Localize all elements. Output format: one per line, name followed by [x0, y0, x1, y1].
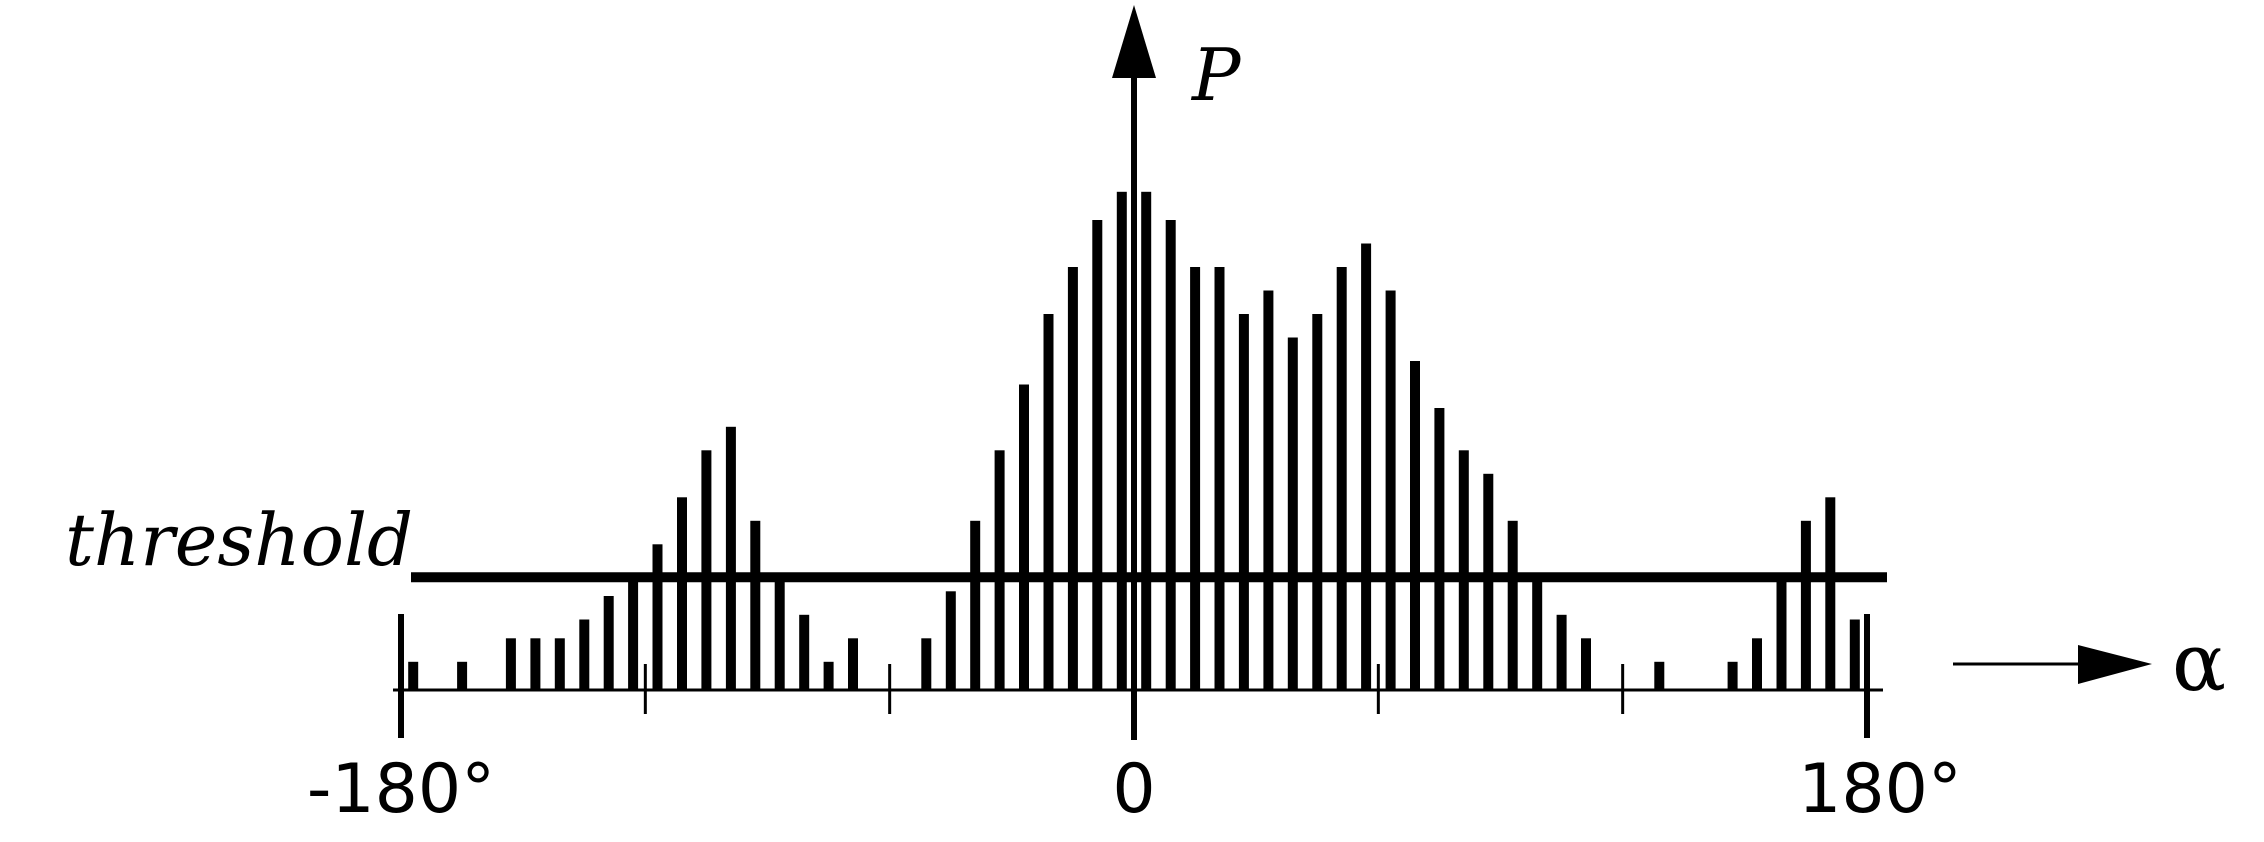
x-tick-label-min: -180°: [307, 750, 495, 829]
histogram-bar: [1190, 267, 1201, 690]
histogram-bar: [970, 520, 981, 690]
histogram-bar: [1165, 220, 1176, 690]
histogram-bar: [1849, 619, 1860, 690]
histogram-bar: [408, 661, 419, 690]
histogram-bar: [1312, 314, 1323, 690]
histogram-bar: [750, 520, 761, 690]
histogram-bar: [505, 638, 516, 690]
histogram-bar: [1092, 220, 1103, 690]
histogram-bar: [1385, 290, 1396, 690]
histogram-bar: [554, 638, 565, 690]
x-tick-label-zero: 0: [1112, 750, 1155, 829]
histogram-bar: [579, 619, 590, 690]
threshold-label: threshold: [65, 498, 413, 582]
histogram-bar: [603, 596, 614, 690]
histogram-bar: [1043, 314, 1054, 690]
y-axis-arrowhead: [1112, 5, 1156, 78]
histogram-bar: [945, 591, 956, 690]
histogram-bar: [799, 614, 810, 690]
histogram-bar: [1507, 520, 1518, 690]
histogram-bar: [530, 638, 541, 690]
histogram-bar: [1019, 384, 1029, 690]
histogram-bar: [1116, 191, 1127, 691]
histogram-bar: [1654, 661, 1665, 690]
histogram-bar: [1238, 314, 1249, 690]
x-tick-label-max: 180°: [1798, 750, 1962, 829]
histogram-bar: [1287, 337, 1298, 690]
histogram-bar: [1067, 267, 1078, 690]
histogram-bar: [994, 450, 1005, 690]
histogram-bar: [1263, 290, 1274, 690]
histogram-bar: [1410, 361, 1420, 690]
histogram-bar: [628, 577, 639, 690]
histogram-bar: [1361, 243, 1372, 690]
histogram-bar: [1556, 614, 1567, 690]
histogram-bar: [457, 661, 468, 690]
histogram-bar: [1800, 520, 1811, 690]
histogram-bar: [921, 638, 932, 690]
x-axis-arrowhead: [2078, 645, 2152, 684]
histogram-bar: [1532, 577, 1543, 690]
histogram-bar: [725, 426, 736, 690]
histogram-bar: [774, 577, 785, 690]
histogram-bar: [823, 661, 834, 690]
histogram-bar: [1581, 638, 1591, 690]
minor-ticks-layer: [643, 664, 1625, 714]
histogram-bar: [701, 450, 712, 690]
histogram-bar: [1141, 191, 1152, 691]
histogram-bar: [677, 497, 687, 690]
histogram-bar: [1727, 661, 1738, 690]
histogram-bar: [1752, 638, 1762, 690]
histogram-bar: [1434, 408, 1445, 690]
histogram-bar: [1336, 267, 1347, 690]
histogram-bar: [1776, 577, 1787, 690]
histogram-bar: [652, 544, 663, 690]
histogram-bar: [1458, 450, 1469, 690]
histogram-bar: [1825, 497, 1836, 690]
histogram-bar: [1214, 267, 1225, 690]
x-axis-label: α: [2172, 616, 2226, 709]
y-axis-label: P: [1190, 33, 1242, 117]
histogram-bar: [848, 638, 858, 690]
